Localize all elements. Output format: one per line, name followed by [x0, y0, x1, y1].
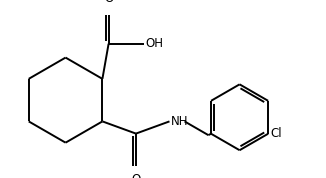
- Text: Cl: Cl: [271, 127, 283, 140]
- Text: OH: OH: [146, 37, 164, 50]
- Text: O: O: [131, 172, 141, 178]
- Text: O: O: [104, 0, 113, 5]
- Text: NH: NH: [171, 115, 188, 128]
